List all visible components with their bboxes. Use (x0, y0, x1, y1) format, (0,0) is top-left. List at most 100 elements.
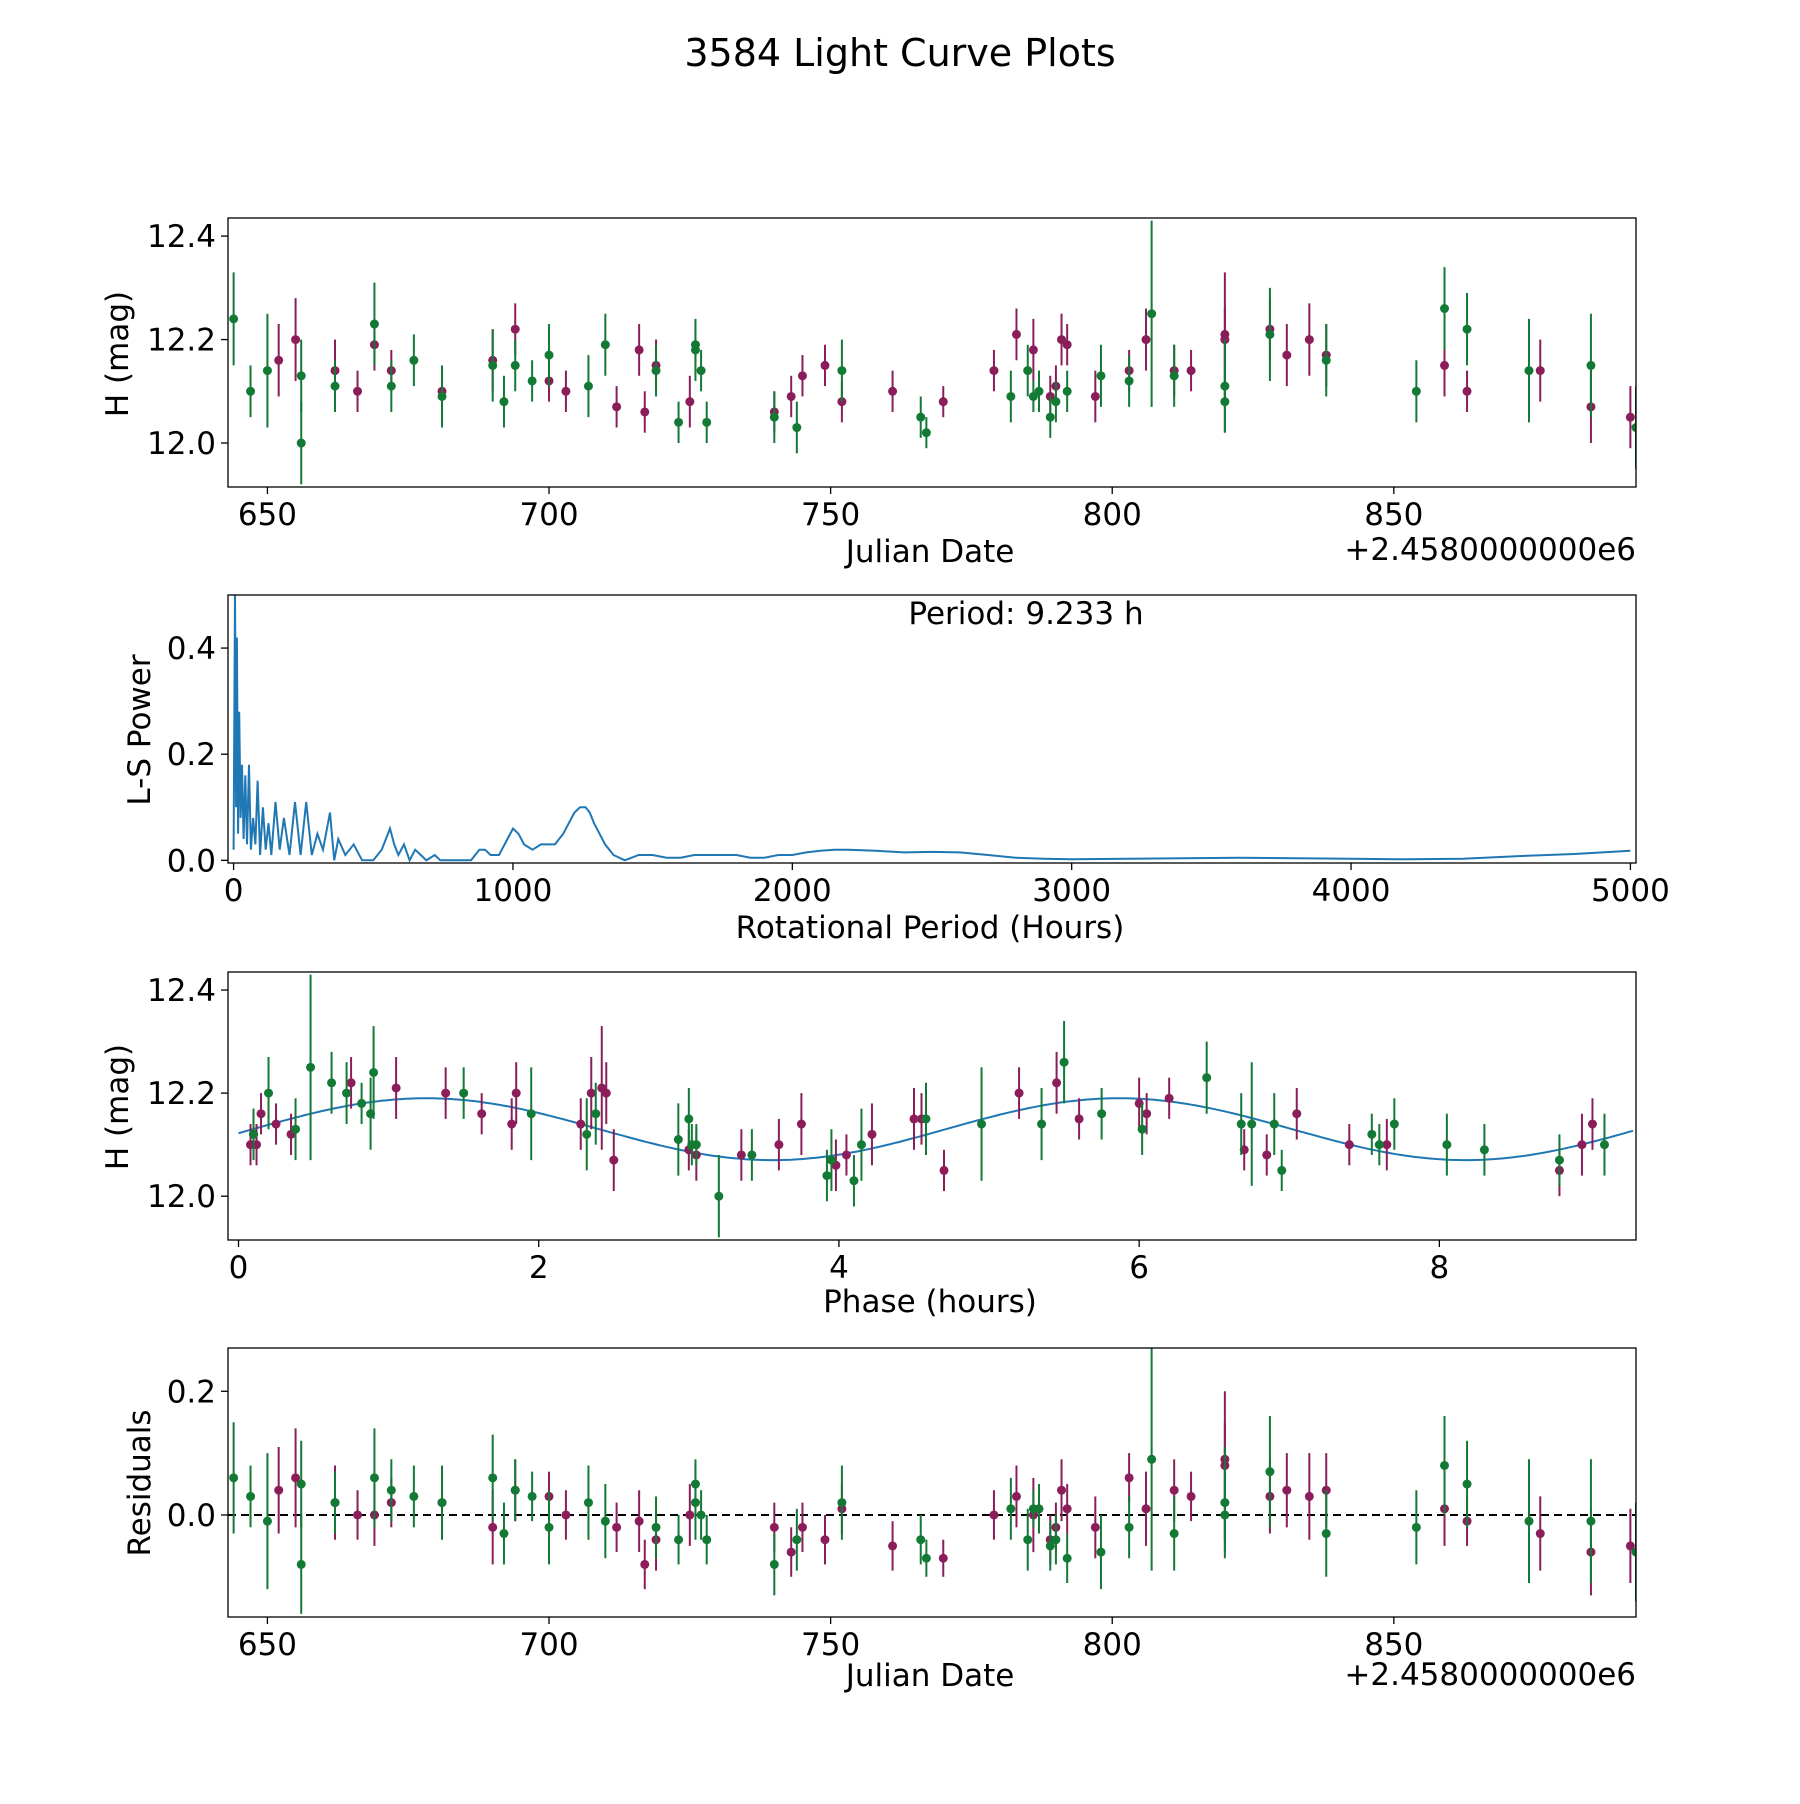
data-point (1282, 350, 1292, 360)
data-point (634, 345, 644, 355)
x-tick-label: 850 (1364, 497, 1423, 533)
data-point (634, 1516, 644, 1526)
data-point (1374, 1140, 1384, 1150)
phased-fit-curve (238, 1097, 1634, 1162)
data-point (437, 1498, 447, 1508)
data-point (849, 1176, 859, 1186)
data-point (684, 1114, 694, 1124)
data-point (1062, 1504, 1072, 1514)
x-tick-label: 0 (229, 1250, 249, 1286)
phased-series-2 (249, 974, 1609, 1238)
data-point (1586, 360, 1596, 370)
data-point (1124, 1473, 1134, 1483)
data-point (409, 355, 419, 365)
data-point (249, 1129, 259, 1139)
residuals-axes-frame (227, 1347, 1637, 1618)
data-point (369, 319, 379, 329)
lightcurve-panel: Julian Date H (mag) +2.4580000000e6 650 7… (100, 217, 1637, 570)
data-point (1169, 371, 1179, 381)
data-point (977, 1119, 987, 1129)
y-tick-label: 0.2 (167, 1374, 216, 1410)
data-point (888, 1541, 898, 1551)
data-point (409, 1491, 419, 1501)
lightcurve-offset-text: +2.4580000000e6 (1344, 532, 1636, 568)
data-point (1186, 1491, 1196, 1501)
x-tick-label: 8 (1429, 1250, 1449, 1286)
data-point (1074, 1114, 1084, 1124)
data-point (544, 1522, 554, 1532)
data-point (353, 1510, 363, 1520)
data-point (488, 1473, 498, 1483)
data-point (1186, 366, 1196, 376)
y-tick-label: 0.0 (167, 843, 216, 879)
data-point (271, 1119, 281, 1129)
data-point (499, 397, 509, 407)
data-point (826, 1155, 836, 1165)
data-point (1124, 376, 1134, 386)
y-tick-label: 12.4 (147, 219, 216, 255)
data-point (769, 1522, 779, 1532)
periodogram-series-1 (232, 595, 1631, 863)
data-point (353, 386, 363, 396)
data-point (1051, 397, 1061, 407)
y-tick-label: 0.0 (167, 1498, 216, 1534)
data-point (1524, 366, 1534, 376)
data-point (837, 1498, 847, 1508)
data-point (1023, 1535, 1033, 1545)
figure-title: 3584 Light Curve Plots (684, 31, 1115, 75)
data-point (1034, 386, 1044, 396)
data-point (1462, 324, 1472, 334)
data-point (1554, 1155, 1564, 1165)
data-point (674, 1535, 684, 1545)
data-point (786, 391, 796, 401)
data-point (1045, 412, 1055, 422)
x-tick-label: 0 (224, 873, 244, 909)
data-point (1028, 345, 1038, 355)
data-point (673, 1135, 683, 1144)
lightcurve-xlabel: Julian Date (844, 534, 1015, 570)
data-point (526, 1109, 536, 1119)
data-point (291, 1473, 301, 1483)
data-point (391, 1083, 401, 1093)
data-point (736, 1150, 746, 1160)
data-point (1535, 366, 1545, 376)
data-point (1169, 1529, 1179, 1539)
data-point (296, 1559, 306, 1569)
data-point (510, 1485, 520, 1495)
data-point (510, 324, 520, 334)
data-point (296, 371, 306, 381)
data-point (714, 1191, 724, 1201)
data-point (369, 1473, 379, 1483)
data-point (386, 1485, 396, 1495)
data-point (685, 397, 695, 407)
data-point (1265, 1467, 1275, 1477)
lightcurve-plot-area (229, 220, 1636, 485)
periodogram-power-line (232, 595, 1631, 863)
data-point (561, 386, 571, 396)
data-point (909, 1114, 919, 1124)
x-tick-label: 650 (238, 497, 297, 533)
x-tick-label: 750 (801, 1627, 860, 1663)
data-point (1137, 1124, 1147, 1134)
periodogram-axes-frame (227, 594, 1637, 864)
data-point (921, 1553, 931, 1563)
data-point (591, 1109, 601, 1119)
data-point (651, 366, 661, 376)
lightcurve-series-2 (229, 220, 1636, 485)
data-point (296, 438, 306, 448)
data-point (1023, 366, 1033, 376)
data-point (1367, 1129, 1377, 1139)
data-point (357, 1098, 367, 1108)
data-point (702, 417, 712, 427)
data-point (1057, 1485, 1067, 1495)
data-point (888, 386, 898, 396)
phased-panel: Phase (hours) H (mag) 0 2 4 6 8 12.0 12.2 12.4 (100, 971, 1637, 1320)
data-point (1037, 1119, 1047, 1129)
x-tick-label: 3000 (1032, 873, 1111, 909)
residuals-xlabel: Julian Date (844, 1658, 1015, 1694)
data-point (792, 423, 802, 433)
data-point (1097, 1109, 1107, 1119)
data-point (246, 1491, 256, 1501)
